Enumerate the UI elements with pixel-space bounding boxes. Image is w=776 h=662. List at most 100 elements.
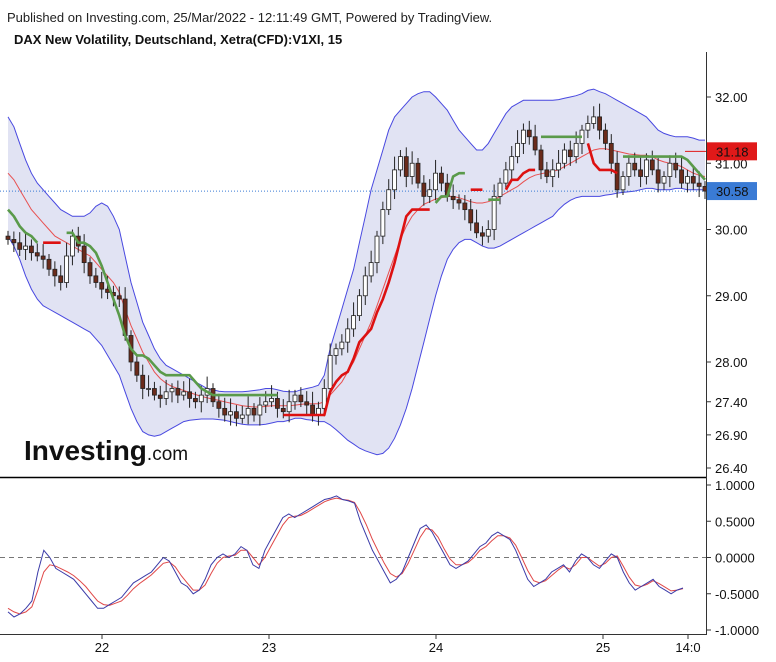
candle-body [515, 142, 520, 158]
price-tick-label: 27.40 [715, 395, 748, 410]
candle-body [685, 176, 690, 184]
candle [157, 385, 163, 408]
osc-tick-label: 1.0000 [715, 478, 755, 493]
price-tick-label: 26.40 [715, 461, 748, 476]
candle [5, 230, 11, 245]
candle-body [275, 398, 280, 409]
candle-body [491, 195, 497, 230]
candle-body [87, 262, 93, 277]
candle-body [157, 394, 163, 399]
candle-body [187, 391, 192, 399]
candle-body [386, 189, 392, 211]
current-price-tag-label: 30.58 [716, 184, 749, 199]
candle [403, 147, 409, 188]
candle-body [532, 136, 538, 151]
candle-body [696, 182, 702, 187]
candle-body [433, 172, 438, 191]
supertrend-down-segment [434, 171, 465, 204]
candle [280, 399, 286, 419]
candle-body [292, 394, 298, 403]
candle-body [403, 156, 409, 177]
candle-body [357, 295, 362, 317]
candle-body [392, 169, 397, 191]
candle-body [538, 149, 544, 171]
candle [239, 405, 245, 424]
price-tick-label: 32.00 [715, 90, 748, 105]
candle-body [591, 116, 597, 124]
candle-body [649, 159, 655, 171]
candle-body [526, 129, 532, 138]
candle-body [17, 242, 23, 250]
candle [608, 134, 614, 174]
candle-body [474, 222, 479, 234]
candle-body [339, 341, 345, 350]
candle-body [327, 354, 333, 389]
candle-body [550, 169, 556, 177]
candle [690, 167, 696, 190]
candle-body [644, 159, 649, 177]
supertrend-down-segment [623, 155, 706, 181]
candle [644, 153, 649, 185]
candle [562, 143, 567, 169]
candle-body [614, 162, 620, 191]
candle [474, 209, 479, 239]
candle [93, 267, 99, 288]
candle-body [485, 229, 491, 237]
candle [116, 286, 122, 308]
candle [46, 254, 52, 276]
candle-body [620, 176, 626, 191]
candle [99, 271, 105, 299]
candle-body [409, 162, 415, 177]
bollinger-lower-line [7, 187, 705, 456]
candle [649, 150, 655, 176]
candle-body [544, 169, 550, 177]
candle [216, 393, 222, 418]
candle [163, 379, 169, 406]
candle [70, 229, 75, 266]
candle-body [269, 398, 274, 403]
osc-tick-label: -1.0000 [715, 623, 759, 638]
candle-body [521, 129, 526, 144]
candle [146, 375, 151, 397]
candle-body [468, 209, 474, 224]
price-axis: 32.0031.0030.0029.0028.0027.4026.9026.40… [0, 52, 759, 638]
published-caption: Published on Investing.com, 25/Mar/2022 … [7, 10, 493, 25]
candle [661, 171, 667, 190]
candle [140, 364, 146, 400]
candle [655, 157, 661, 193]
candle [64, 242, 69, 288]
candle-body [140, 374, 146, 389]
candle [345, 318, 351, 353]
candle-body [562, 149, 567, 164]
candle [52, 261, 58, 287]
candle-body [679, 169, 684, 184]
time-tick-label: 23 [262, 640, 276, 655]
candle-body [52, 268, 58, 277]
candle-body [286, 401, 292, 413]
candle-body [298, 394, 304, 403]
candle [339, 334, 345, 356]
candle [234, 405, 239, 427]
candles [5, 103, 708, 427]
candle-body [573, 142, 579, 158]
candle [333, 343, 339, 365]
candle [638, 156, 643, 188]
candle [462, 195, 468, 221]
candle-body [263, 401, 269, 406]
price-panel[interactable] [0, 88, 708, 456]
price-tick-label: 26.90 [715, 428, 748, 443]
candle [245, 396, 251, 425]
candle-body [239, 414, 245, 419]
candle [198, 385, 204, 413]
candle-body [655, 169, 661, 184]
candle-body [40, 255, 46, 260]
candle [456, 194, 462, 210]
candle-body [480, 232, 485, 237]
candle-body [46, 258, 52, 270]
price-tick-label: 29.00 [715, 289, 748, 304]
candle-body [398, 156, 403, 171]
candle-body [597, 116, 602, 131]
candle [591, 106, 597, 129]
oscillator-panel[interactable] [0, 495, 706, 618]
